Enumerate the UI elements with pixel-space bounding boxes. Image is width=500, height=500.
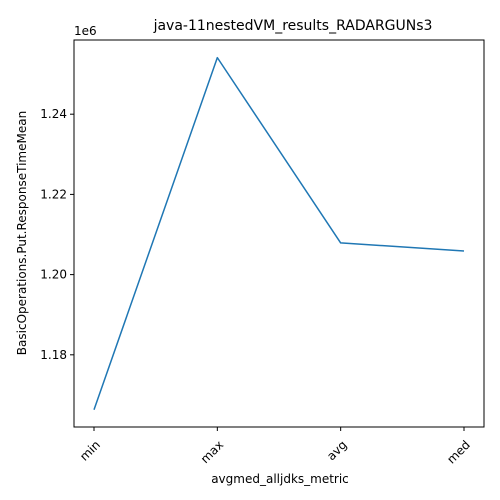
series-line bbox=[93, 56, 465, 411]
x-axis-label: avgmed_alljdks_metric bbox=[211, 472, 349, 486]
y-tick-label: 1.20 bbox=[40, 268, 67, 282]
x-axis: min max avg med bbox=[77, 427, 473, 466]
plot-frame bbox=[73, 39, 485, 428]
chart-title: java-11nestedVM_results_RADARGUNs3 bbox=[153, 18, 433, 34]
y-tick-label: 1.24 bbox=[40, 107, 67, 121]
y-axis-label: BasicOperations.Put.ResponseTimeMean bbox=[15, 111, 29, 355]
x-tick-label: max bbox=[198, 438, 226, 466]
y-tick-label: 1.22 bbox=[40, 187, 67, 201]
data-series bbox=[93, 56, 465, 411]
x-tick-label: med bbox=[444, 438, 473, 467]
y-axis: 1.18 1.20 1.22 1.24 bbox=[40, 107, 74, 362]
y-tick-label: 1.18 bbox=[40, 348, 67, 362]
y-offset-label: 1e6 bbox=[74, 24, 97, 38]
x-tick-label: min bbox=[77, 438, 103, 464]
x-tick-label: avg bbox=[324, 438, 350, 464]
